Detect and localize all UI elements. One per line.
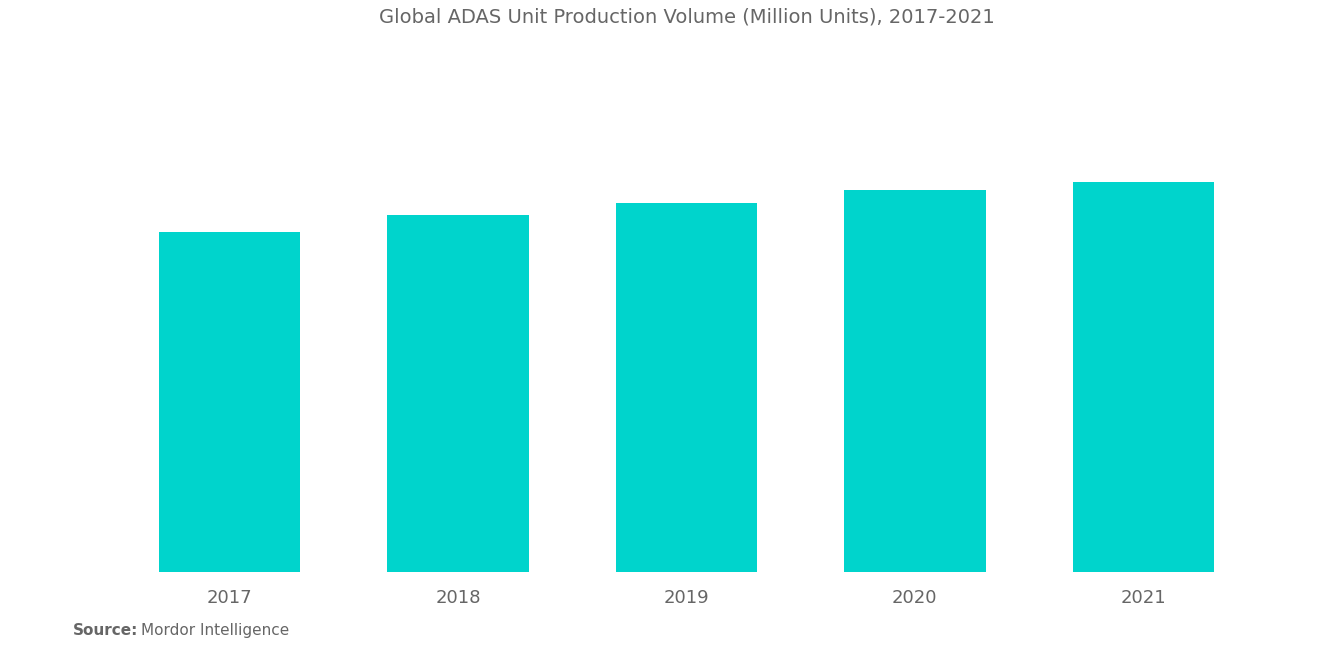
- Text: Mordor Intelligence: Mordor Intelligence: [141, 623, 289, 638]
- Bar: [387, 215, 529, 572]
- Bar: [843, 190, 986, 572]
- Bar: [1072, 182, 1214, 572]
- Bar: [158, 231, 300, 572]
- Bar: [615, 203, 758, 572]
- Title: Global ADAS Unit Production Volume (Million Units), 2017-2021: Global ADAS Unit Production Volume (Mill…: [379, 7, 994, 27]
- Text: Source:: Source:: [73, 623, 139, 638]
